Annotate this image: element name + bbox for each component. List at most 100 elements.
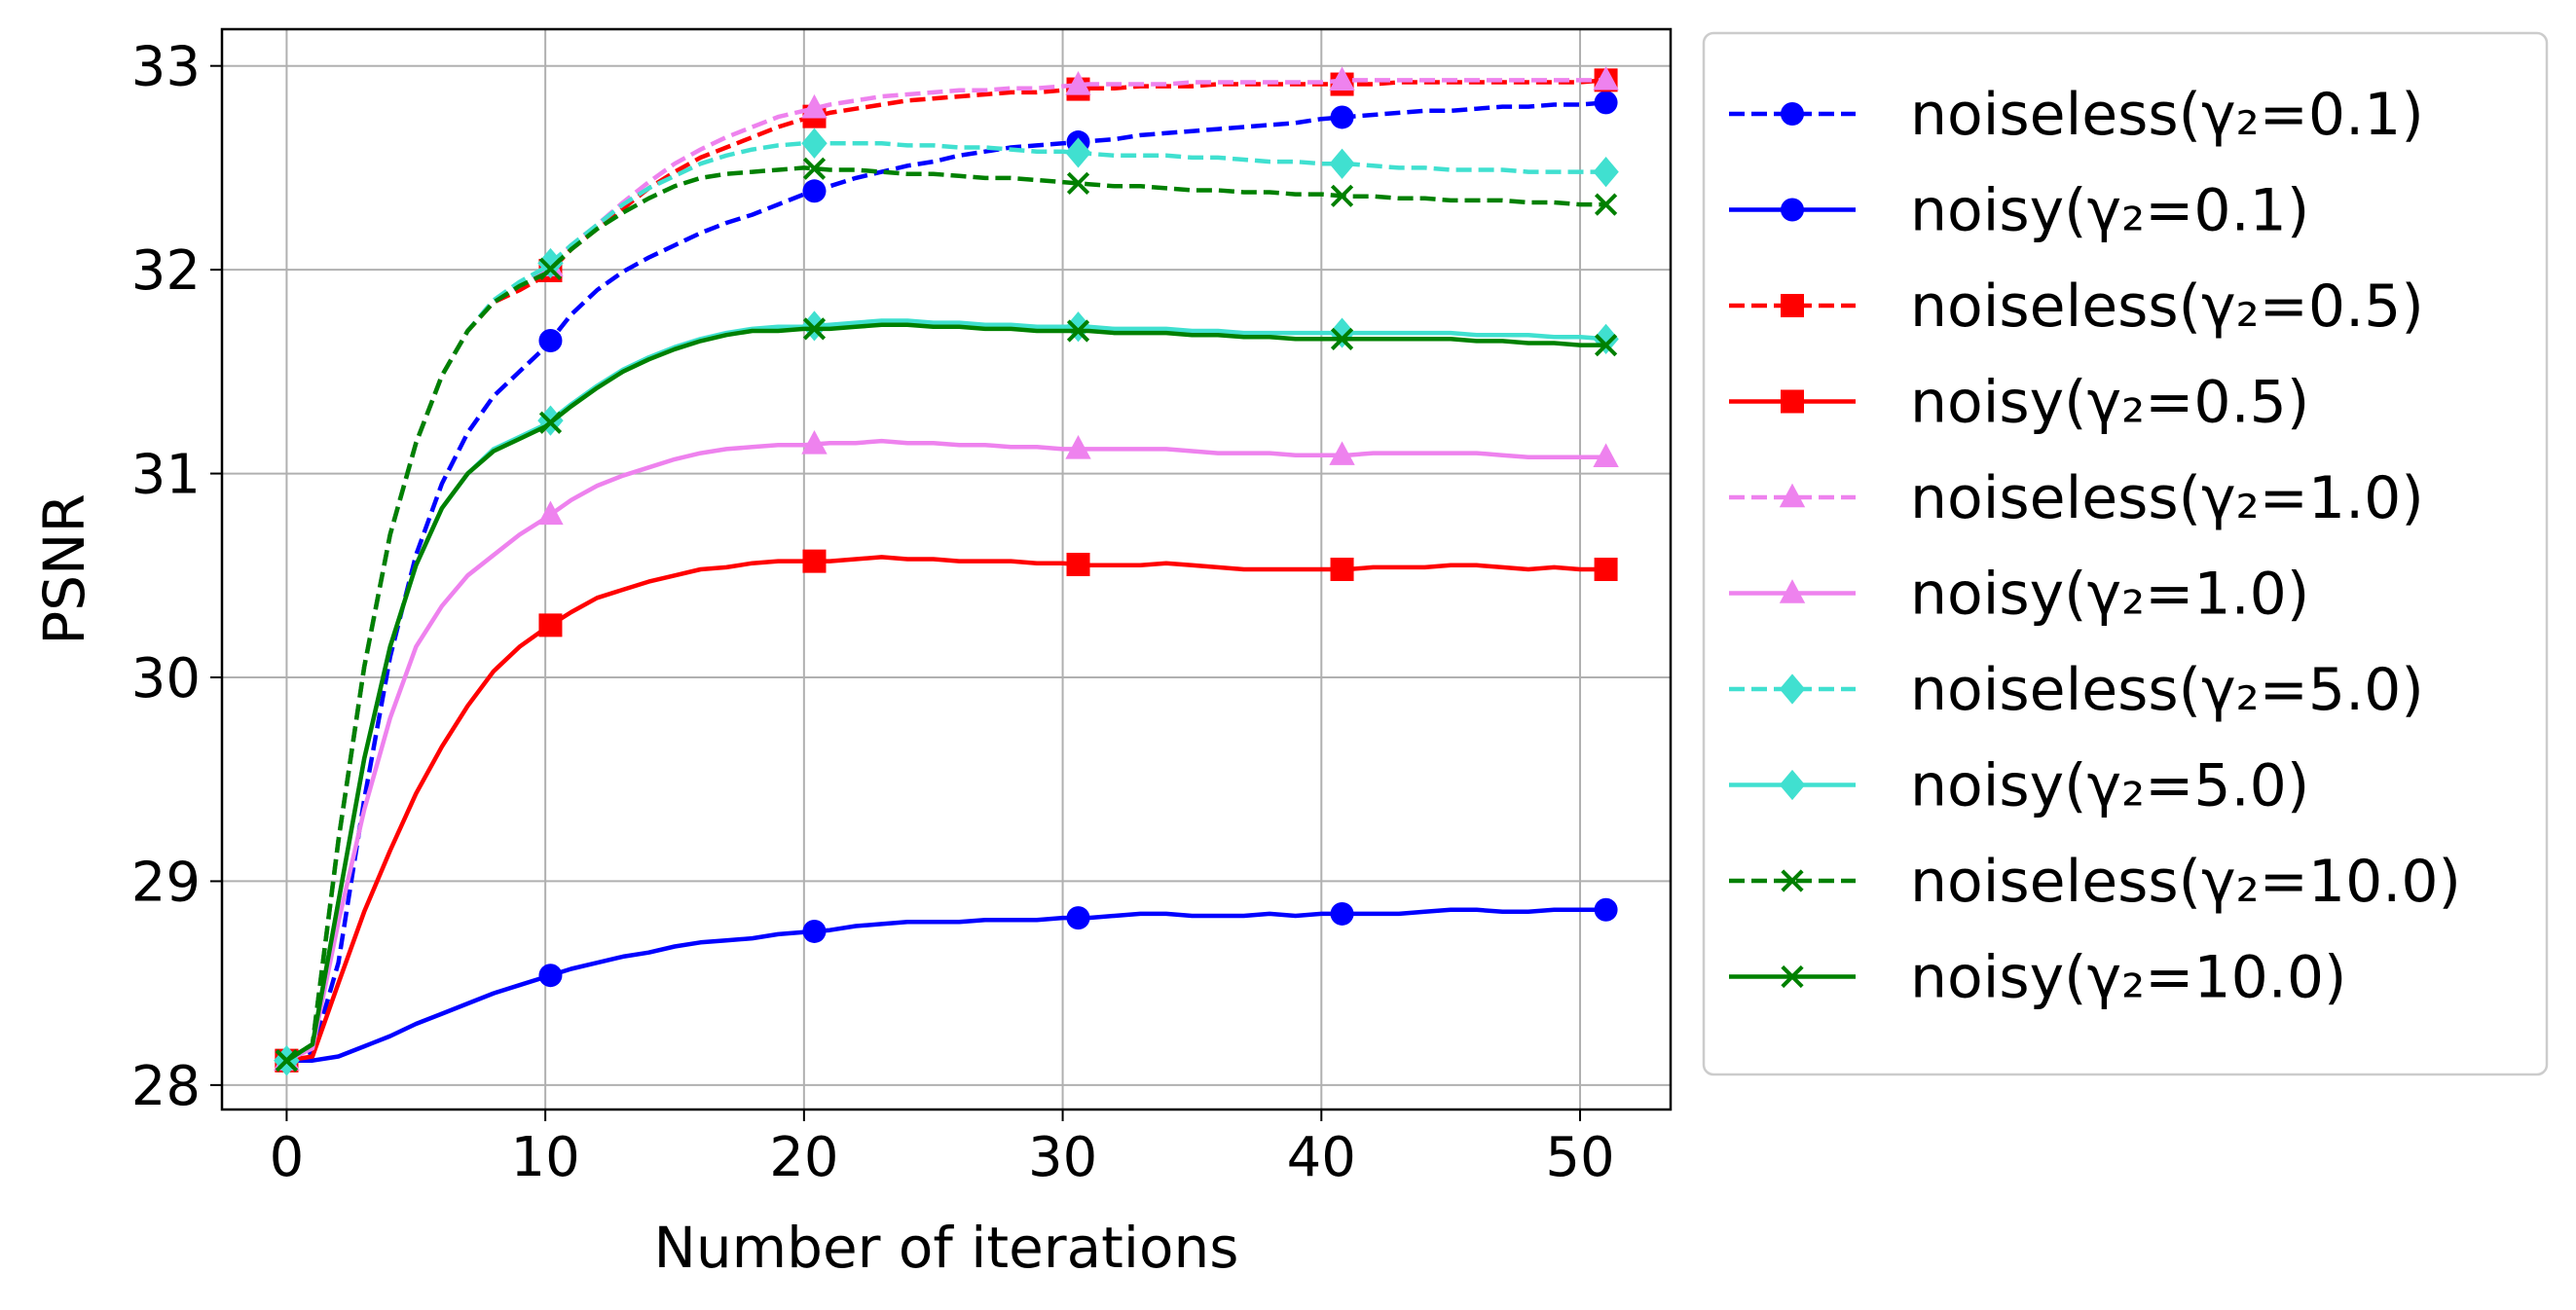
diamond-marker: [1065, 137, 1091, 168]
legend-label: noisy(γ₂=0.5): [1910, 369, 2309, 437]
diamond-marker: [1329, 317, 1355, 348]
axis-ticks: 0 10 20 30 40 50 28 29 30 31 32 33: [131, 36, 1615, 1189]
circle-marker: [1330, 901, 1354, 926]
legend-label: noiseless(γ₂=10.0): [1910, 848, 2461, 916]
grid: [222, 29, 1671, 1110]
legend-entry: noiseless(γ₂=0.5): [1729, 273, 2424, 341]
x-tick-label: 40: [1287, 1126, 1356, 1189]
x-tick-label: 20: [769, 1126, 838, 1189]
x-marker: [1594, 193, 1618, 216]
x-marker: [802, 157, 827, 180]
series-line: [286, 907, 1606, 1063]
legend-entry: noisy(γ₂=10.0): [1729, 944, 2346, 1012]
diamond-marker: [1593, 157, 1619, 188]
diamond-marker: [1065, 311, 1091, 343]
square-marker: [538, 613, 563, 637]
triangle-marker: [1065, 435, 1091, 459]
x-marker-stroke: [538, 257, 563, 280]
legend-label: noisy(γ₂=0.1): [1910, 177, 2309, 245]
y-tick-label: 32: [131, 239, 201, 303]
square-marker: [1781, 294, 1804, 317]
plot-frame: [220, 27, 1673, 1111]
x-marker-stroke: [1781, 964, 1804, 989]
legend-entry: noisy(γ₂=0.5): [1729, 369, 2309, 437]
series-3: [275, 549, 1618, 1073]
diamond-marker: [1779, 673, 1806, 705]
x-marker: [1330, 327, 1354, 350]
series-6: [274, 127, 1619, 1076]
x-marker-stroke: [538, 411, 563, 434]
triangle-marker: [1779, 579, 1806, 603]
series-line: [285, 165, 1606, 1063]
x-tick-label: 30: [1028, 1126, 1097, 1189]
series-line: [286, 555, 1606, 1063]
legend-label: noiseless(γ₂=5.0): [1910, 656, 2424, 724]
circle-marker: [1594, 897, 1618, 922]
x-marker-stroke: [1330, 327, 1354, 350]
x-marker-stroke: [1066, 319, 1090, 343]
series-line: [285, 318, 1606, 1063]
x-marker: [275, 1049, 299, 1073]
y-tick-label: 28: [131, 1055, 201, 1118]
legend: noiseless(γ₂=0.1) noisy(γ₂=0.1) noiseless(…: [1702, 31, 2549, 1076]
triangle-marker: [1329, 441, 1355, 465]
x-marker: [1781, 964, 1804, 989]
series-line: [285, 322, 1606, 1063]
legend-label: noisy(γ₂=1.0): [1910, 561, 2309, 629]
diamond-marker: [1329, 148, 1355, 179]
triangle-marker: [1065, 70, 1091, 95]
x-marker: [1594, 334, 1618, 357]
x-marker: [802, 317, 827, 341]
y-tick-label: 33: [131, 36, 201, 99]
x-marker-stroke: [1330, 184, 1354, 207]
series-9: [275, 317, 1618, 1073]
y-tick-label: 30: [131, 647, 201, 710]
legend-entry: noiseless(γ₂=0.1): [1729, 81, 2424, 149]
x-marker: [538, 257, 563, 280]
legend-entry: noiseless(γ₂=5.0): [1729, 656, 2424, 724]
legend-entry: noisy(γ₂=5.0): [1729, 752, 2309, 820]
circle-marker: [538, 329, 563, 353]
legend-label: noiseless(γ₂=0.1): [1910, 81, 2424, 149]
legend-entry: noisy(γ₂=1.0): [1729, 561, 2309, 629]
circle-marker: [1330, 105, 1354, 129]
circle-marker: [1066, 906, 1090, 930]
series-line: [285, 141, 1606, 1063]
x-marker: [1066, 171, 1090, 195]
legend-frame: [1702, 31, 2549, 1076]
x-marker: [1781, 869, 1804, 892]
x-marker-stroke: [802, 317, 827, 341]
series-5: [274, 430, 1619, 1071]
circle-marker: [802, 919, 827, 943]
x-marker-stroke: [1066, 171, 1090, 195]
series-line: [285, 438, 1606, 1063]
circle-marker: [1781, 102, 1804, 126]
legend-label: noisy(γ₂=10.0): [1910, 944, 2346, 1012]
diamond-marker: [537, 247, 564, 279]
series-line: [285, 100, 1606, 1063]
diamond-marker: [1593, 323, 1619, 354]
triangle-marker: [537, 500, 564, 526]
triangle-marker: [801, 430, 828, 455]
x-marker-stroke: [1594, 334, 1618, 357]
square-marker: [802, 549, 827, 573]
legend-label: noisy(γ₂=5.0): [1910, 752, 2309, 820]
y-tick-label: 29: [131, 851, 201, 914]
x-marker: [538, 411, 563, 434]
x-marker-stroke: [1781, 869, 1804, 892]
y-tick-label: 31: [131, 444, 201, 507]
circle-marker: [538, 964, 563, 988]
circle-marker: [1594, 91, 1618, 115]
triangle-marker: [1593, 443, 1619, 468]
diamond-marker: [1779, 769, 1806, 801]
x-marker-stroke: [802, 157, 827, 180]
y-axis-label: PSNR: [31, 493, 97, 644]
plot-series: [274, 65, 1619, 1076]
legend-label: noiseless(γ₂=1.0): [1910, 464, 2424, 532]
x-tick-label: 0: [270, 1126, 305, 1189]
triangle-marker: [1593, 65, 1619, 91]
diamond-marker: [801, 127, 828, 159]
x-tick-label: 50: [1545, 1126, 1614, 1189]
triangle-marker: [1329, 66, 1355, 91]
triangle-marker: [1779, 483, 1806, 508]
